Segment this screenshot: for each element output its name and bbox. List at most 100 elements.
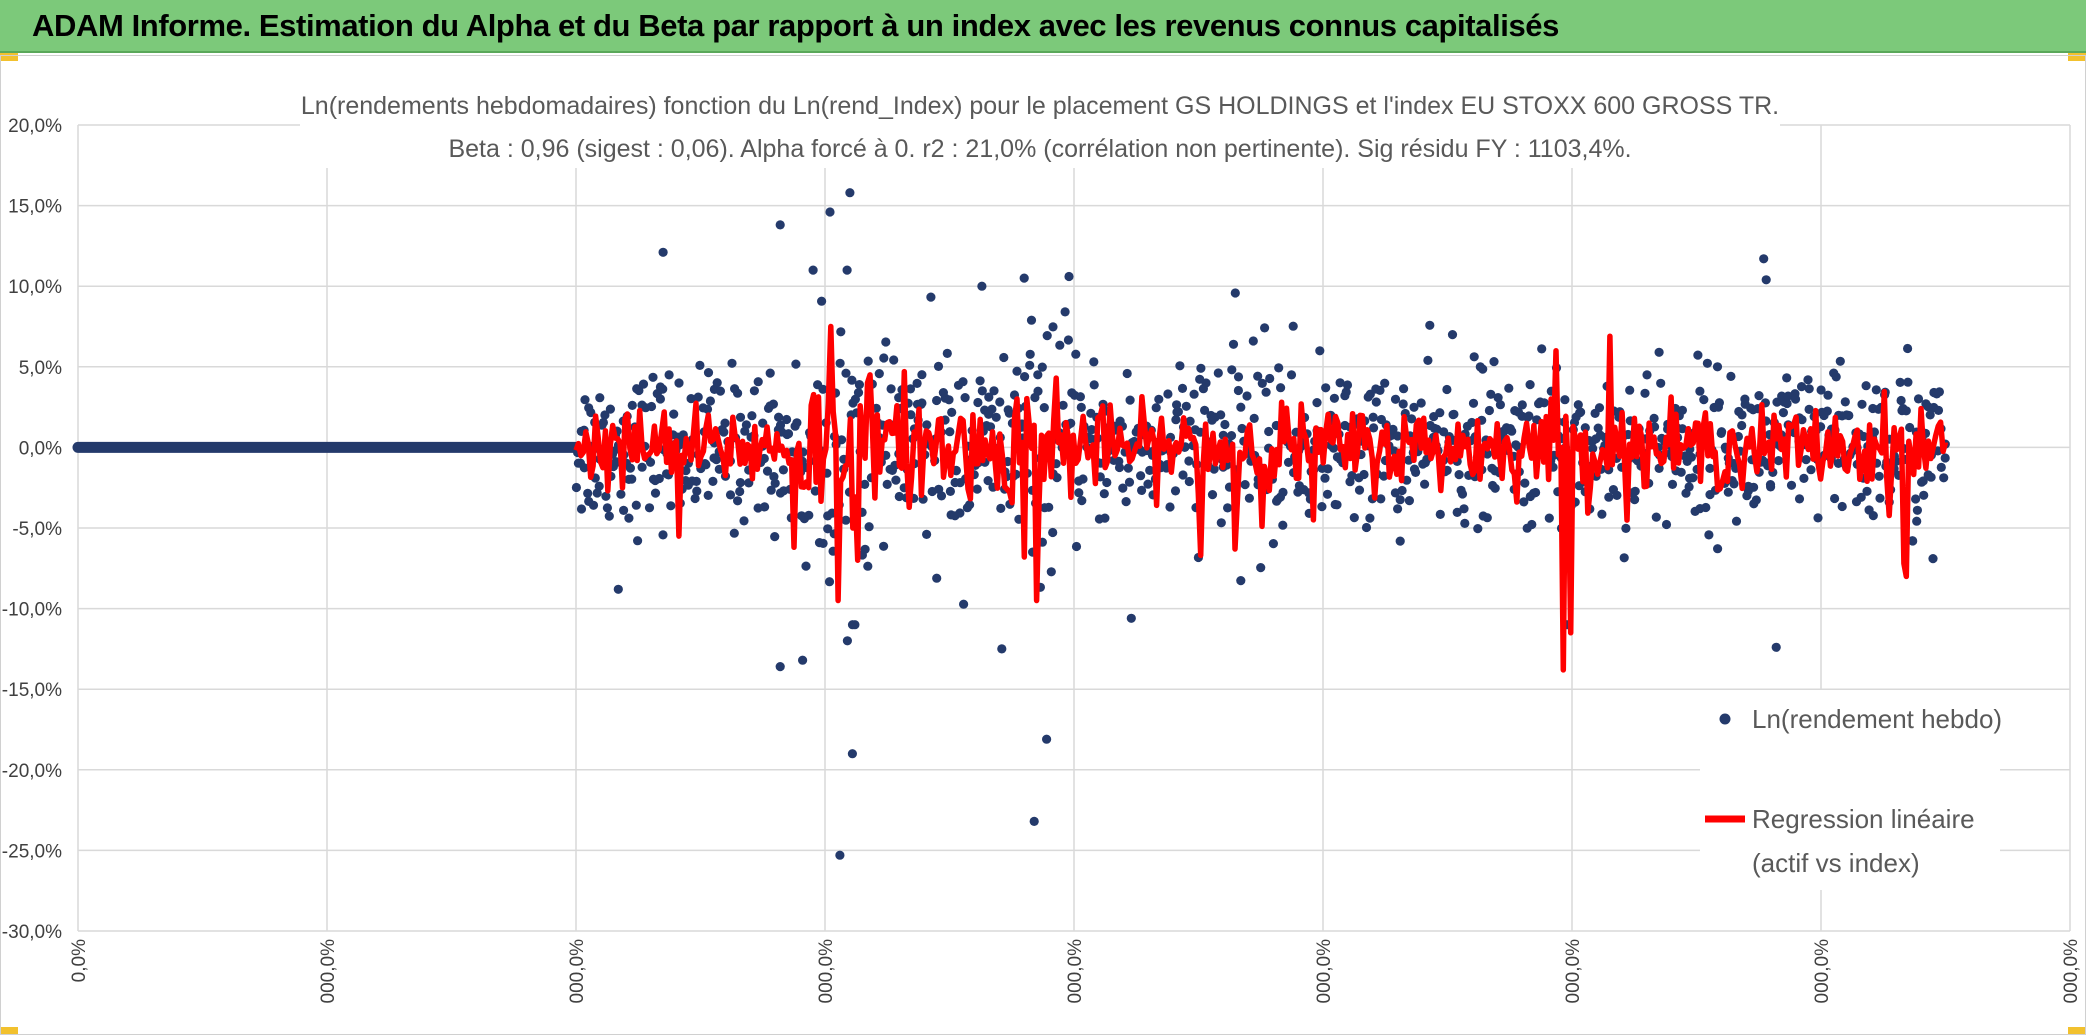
y-tick-label: 5,0% bbox=[19, 358, 62, 379]
data-point bbox=[1288, 321, 1298, 331]
data-point bbox=[613, 584, 623, 594]
data-point bbox=[1467, 417, 1477, 428]
data-point bbox=[586, 407, 596, 418]
data-point bbox=[1749, 482, 1759, 492]
data-point bbox=[625, 463, 636, 473]
legend-backdrop bbox=[1700, 690, 2000, 890]
data-point bbox=[1486, 389, 1496, 399]
data-point bbox=[836, 327, 846, 337]
data-point bbox=[741, 420, 752, 430]
data-point bbox=[692, 486, 702, 496]
data-point bbox=[1482, 449, 1492, 459]
data-point bbox=[1468, 398, 1479, 408]
data-point bbox=[1857, 399, 1867, 409]
data-point bbox=[735, 412, 746, 422]
data-point bbox=[798, 655, 808, 665]
data-point bbox=[1794, 494, 1805, 504]
data-point bbox=[1177, 383, 1188, 393]
data-point bbox=[1322, 489, 1333, 499]
data-point bbox=[1315, 346, 1325, 356]
data-point bbox=[1473, 524, 1483, 534]
data-point bbox=[765, 368, 775, 378]
data-point bbox=[1347, 471, 1357, 481]
data-point bbox=[627, 474, 637, 484]
data-point bbox=[1442, 384, 1452, 395]
data-point bbox=[601, 491, 611, 501]
data-point bbox=[922, 420, 932, 430]
data-point bbox=[989, 386, 999, 396]
data-point bbox=[708, 476, 718, 486]
data-point bbox=[1409, 402, 1419, 412]
data-point bbox=[1895, 377, 1905, 387]
data-point bbox=[891, 475, 901, 485]
data-point bbox=[1597, 509, 1607, 519]
y-tick-label: -20,0% bbox=[2, 761, 62, 782]
data-point bbox=[1404, 496, 1414, 506]
data-point bbox=[1677, 405, 1687, 415]
data-point bbox=[817, 296, 827, 306]
data-point bbox=[658, 247, 668, 257]
data-point bbox=[1801, 455, 1811, 465]
data-point bbox=[1341, 387, 1351, 397]
data-point bbox=[1393, 431, 1403, 441]
x-tick-label: 000,0% bbox=[1812, 939, 1833, 1004]
data-point bbox=[1831, 372, 1841, 382]
data-point bbox=[1544, 513, 1554, 523]
data-point bbox=[906, 410, 916, 420]
data-point bbox=[1398, 399, 1408, 409]
data-point bbox=[1278, 487, 1288, 497]
data-point bbox=[1320, 473, 1330, 483]
data-point bbox=[1321, 383, 1331, 393]
data-point bbox=[1046, 567, 1056, 577]
data-point bbox=[889, 355, 899, 365]
regression-line bbox=[573, 323, 1949, 673]
data-point bbox=[1926, 472, 1936, 482]
data-point bbox=[1033, 386, 1043, 396]
data-point bbox=[1154, 394, 1164, 404]
data-point bbox=[1861, 381, 1871, 391]
data-point bbox=[1495, 400, 1505, 410]
data-point bbox=[1737, 420, 1747, 431]
legend-points-label: Ln(rendement hebdo) bbox=[1752, 704, 2002, 734]
data-point bbox=[863, 561, 873, 571]
data-point bbox=[588, 500, 599, 510]
data-point bbox=[1020, 372, 1030, 382]
data-point bbox=[825, 207, 835, 217]
data-point bbox=[1184, 476, 1194, 487]
data-point bbox=[1042, 734, 1052, 744]
data-point bbox=[1170, 486, 1181, 496]
data-point bbox=[1207, 490, 1218, 500]
title-backdrop bbox=[300, 88, 1780, 168]
data-point bbox=[1783, 391, 1793, 401]
data-point bbox=[1122, 368, 1132, 379]
data-point bbox=[1227, 365, 1237, 375]
data-point bbox=[1048, 322, 1058, 332]
data-point bbox=[666, 501, 676, 511]
data-point bbox=[644, 503, 655, 513]
data-point bbox=[1004, 408, 1014, 418]
data-point bbox=[1249, 413, 1259, 423]
data-point bbox=[932, 395, 942, 406]
data-point bbox=[864, 522, 874, 532]
data-point bbox=[1078, 474, 1088, 484]
data-point bbox=[881, 337, 891, 347]
data-point bbox=[1425, 320, 1435, 330]
data-point bbox=[1145, 465, 1155, 475]
data-point bbox=[1912, 516, 1922, 526]
data-point bbox=[973, 397, 983, 408]
data-point bbox=[571, 482, 582, 493]
data-point bbox=[1759, 254, 1769, 264]
data-point bbox=[1630, 486, 1640, 496]
data-point bbox=[1517, 400, 1527, 410]
data-point bbox=[1460, 518, 1470, 529]
data-point bbox=[1782, 373, 1792, 383]
y-tick-label: 0,0% bbox=[19, 438, 62, 459]
data-point bbox=[1925, 410, 1935, 420]
data-point bbox=[1237, 423, 1247, 434]
data-point bbox=[842, 636, 853, 646]
data-point bbox=[602, 503, 613, 513]
data-point bbox=[1216, 410, 1226, 420]
data-point bbox=[1423, 355, 1433, 365]
data-point bbox=[1799, 473, 1809, 483]
data-point bbox=[1656, 378, 1666, 388]
